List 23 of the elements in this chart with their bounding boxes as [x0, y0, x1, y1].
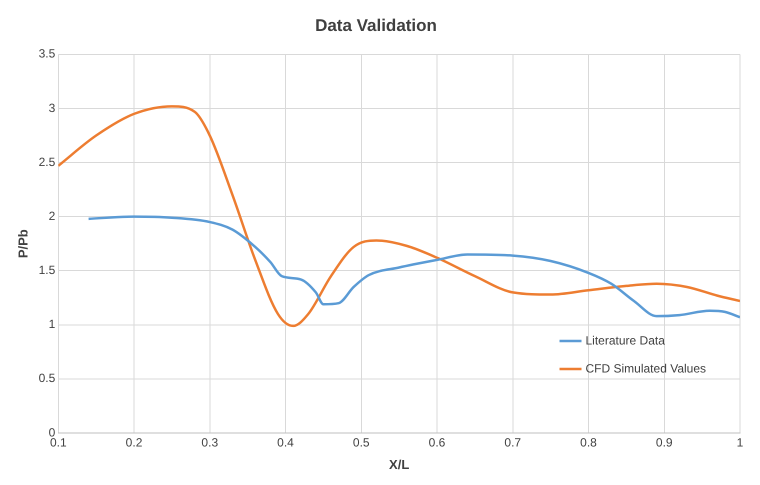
x-tick-label: 1	[736, 436, 744, 450]
x-tick-label: 0.4	[277, 436, 294, 450]
line-series	[87, 215, 740, 319]
y-tick-label: 1.5	[38, 263, 56, 278]
x-tick-label: 0.6	[428, 436, 446, 450]
legend-label: Literature Data	[586, 333, 666, 348]
chart-title: Data Validation	[315, 16, 437, 35]
x-tick-label: 0.7	[504, 436, 522, 450]
y-tick-label: 0.5	[38, 371, 56, 386]
line-series	[58, 105, 740, 328]
x-tick-label: 0.3	[201, 436, 218, 450]
y-tick-label: 1	[48, 317, 56, 332]
x-tick-label: 0.9	[656, 436, 673, 450]
y-tick-label: 3	[48, 100, 56, 115]
x-tick-label: 0.5	[352, 436, 370, 450]
y-tick-label: 3.5	[38, 46, 56, 61]
y-tick-label: 2.5	[38, 154, 56, 169]
legend-label: CFD Simulated Values	[586, 361, 706, 376]
y-axis-title: P/Pb	[15, 229, 30, 258]
y-tick-label: 2	[48, 208, 56, 223]
x-tick-label: 0.2	[126, 436, 143, 450]
x-tick-label: 0.8	[580, 436, 598, 450]
x-axis-title: X/L	[389, 456, 410, 472]
